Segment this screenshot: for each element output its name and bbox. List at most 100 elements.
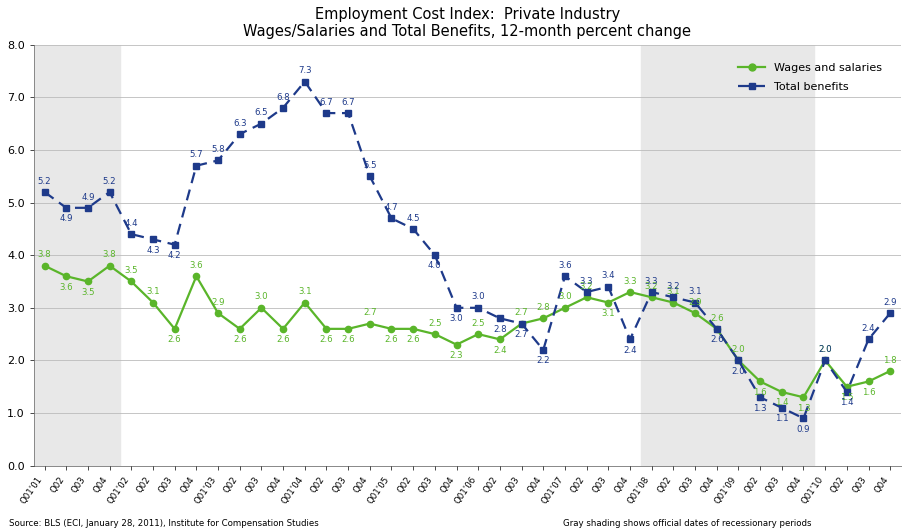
Total benefits	[581, 289, 592, 295]
Text: 2.4: 2.4	[493, 346, 507, 355]
Wages and salaries	[126, 278, 137, 285]
Line: Total benefits: Total benefits	[42, 79, 893, 422]
Wages and salaries	[776, 389, 787, 395]
Text: 3.2: 3.2	[580, 282, 594, 291]
Wages and salaries	[689, 310, 700, 316]
Wages and salaries	[603, 299, 614, 306]
Total benefits	[61, 204, 72, 211]
Total benefits	[473, 305, 484, 311]
Text: 3.0: 3.0	[558, 293, 572, 302]
Total benefits	[191, 162, 202, 169]
Text: 5.7: 5.7	[190, 150, 203, 159]
Text: 2.6: 2.6	[385, 335, 399, 344]
Text: 1.1: 1.1	[775, 414, 789, 423]
Text: 2.4: 2.4	[623, 346, 637, 355]
Text: 1.4: 1.4	[775, 398, 789, 407]
Text: 2.9: 2.9	[212, 298, 225, 307]
Line: Wages and salaries: Wages and salaries	[42, 263, 893, 400]
Text: 1.5: 1.5	[840, 393, 854, 402]
Text: 3.1: 3.1	[666, 287, 680, 296]
Total benefits	[733, 357, 744, 364]
Text: 2.0: 2.0	[732, 345, 745, 354]
Text: 2.4: 2.4	[862, 324, 875, 333]
Total benefits	[864, 336, 874, 342]
Text: 3.6: 3.6	[558, 261, 572, 270]
Wages and salaries	[386, 326, 397, 332]
Text: 2.5: 2.5	[471, 319, 485, 328]
Total benefits	[451, 305, 462, 311]
Wages and salaries	[169, 326, 180, 332]
Wages and salaries	[321, 326, 332, 332]
Text: 5.2: 5.2	[38, 177, 52, 186]
Text: 2.6: 2.6	[710, 313, 724, 322]
Wages and salaries	[234, 326, 245, 332]
Text: 6.3: 6.3	[232, 119, 247, 128]
Total benefits	[212, 157, 223, 164]
Text: 3.3: 3.3	[645, 277, 658, 286]
Text: 3.6: 3.6	[59, 282, 73, 292]
Total benefits	[386, 215, 397, 221]
Total benefits	[364, 173, 375, 179]
Total benefits	[169, 242, 180, 248]
Text: 2.9: 2.9	[883, 298, 897, 307]
Text: 7.3: 7.3	[298, 66, 311, 75]
Text: Source: BLS (ECI, January 28, 2011), Institute for Compensation Studies: Source: BLS (ECI, January 28, 2011), Ins…	[9, 519, 319, 528]
Text: 2.8: 2.8	[537, 303, 550, 312]
Text: 2.7: 2.7	[515, 330, 528, 339]
Total benefits	[342, 110, 353, 116]
Wages and salaries	[842, 383, 853, 390]
Text: 5.8: 5.8	[212, 145, 225, 154]
Text: 2.7: 2.7	[363, 309, 377, 318]
Wages and salaries	[83, 278, 94, 285]
Text: 2.6: 2.6	[407, 335, 420, 344]
Text: 6.7: 6.7	[341, 98, 355, 107]
Wages and salaries	[300, 299, 311, 306]
Total benefits	[256, 121, 267, 127]
Text: Gray shading shows official dates of recessionary periods: Gray shading shows official dates of rec…	[563, 519, 812, 528]
Wages and salaries	[538, 315, 548, 321]
Total benefits	[625, 336, 636, 342]
Text: 3.5: 3.5	[81, 288, 94, 297]
Text: 3.1: 3.1	[601, 309, 615, 318]
Text: 4.4: 4.4	[124, 219, 138, 228]
Bar	[641, 45, 814, 466]
Text: 2.6: 2.6	[320, 335, 333, 344]
Total benefits	[711, 326, 722, 332]
Text: 3.8: 3.8	[103, 251, 116, 259]
Text: 4.9: 4.9	[81, 193, 94, 201]
Bar	[34, 45, 121, 466]
Text: 6.8: 6.8	[276, 92, 290, 101]
Text: 2.9: 2.9	[688, 298, 702, 307]
Text: 1.8: 1.8	[883, 356, 897, 365]
Text: 4.5: 4.5	[407, 213, 420, 222]
Total benefits	[321, 110, 332, 116]
Wages and salaries	[646, 294, 657, 301]
Text: 2.7: 2.7	[515, 309, 528, 318]
Text: 3.6: 3.6	[190, 261, 203, 270]
Wages and salaries	[864, 378, 874, 384]
Wages and salaries	[278, 326, 289, 332]
Wages and salaries	[256, 305, 267, 311]
Text: 4.9: 4.9	[60, 214, 73, 223]
Total benefits	[234, 131, 245, 138]
Total benefits	[39, 189, 50, 195]
Text: 2.6: 2.6	[341, 335, 355, 344]
Total benefits	[300, 79, 311, 85]
Wages and salaries	[711, 326, 722, 332]
Total benefits	[147, 236, 158, 243]
Wages and salaries	[516, 320, 527, 327]
Total benefits	[842, 389, 853, 395]
Total benefits	[668, 294, 679, 301]
Total benefits	[429, 252, 440, 259]
Wages and salaries	[798, 394, 809, 400]
Text: 2.8: 2.8	[493, 324, 507, 333]
Text: 3.1: 3.1	[146, 287, 160, 296]
Total benefits	[104, 189, 115, 195]
Wages and salaries	[342, 326, 353, 332]
Wages and salaries	[495, 336, 506, 342]
Text: 2.3: 2.3	[449, 351, 463, 360]
Total benefits	[278, 105, 289, 111]
Text: 2.6: 2.6	[710, 335, 724, 344]
Total benefits	[538, 347, 548, 353]
Text: 1.6: 1.6	[862, 388, 875, 397]
